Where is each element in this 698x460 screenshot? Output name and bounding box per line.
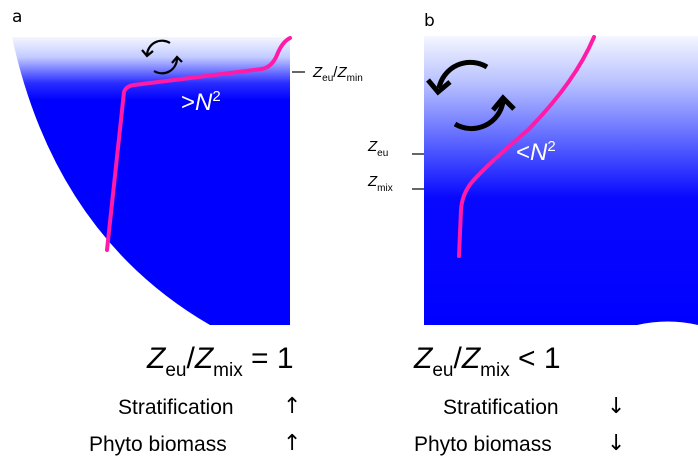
trend-phyto-biomass-b: Phyto biomass	[414, 433, 552, 456]
panel-a: a >N2 Zeu/Zmin Zeu/Zmix = 1 Stratificati…	[12, 7, 363, 456]
water-column-b	[424, 36, 698, 325]
down-arrow-icon: ↓	[607, 394, 625, 419]
n2-low-label: <N2	[516, 138, 556, 166]
n2-high-label: >N2	[181, 88, 221, 116]
mixing-cycle-icon	[426, 59, 516, 132]
panel-b-label: b	[424, 11, 435, 31]
ratio-equation-a: Zeu/Zmix = 1	[146, 342, 294, 381]
panel-a-label: a	[12, 7, 22, 27]
depth-ratio-label-a: Zeu/Zmin	[312, 64, 363, 84]
panel-b: b <N2 Zeu Zmix Zeu/Zmix < 1 Stratificati…	[367, 11, 698, 456]
water-column-a	[12, 37, 290, 325]
trend-stratification-b: Stratification	[443, 396, 559, 419]
z-mix-label: Zmix	[367, 173, 393, 194]
down-arrow-icon: ↓	[607, 431, 625, 456]
mixing-cycle-icon	[141, 39, 183, 75]
up-arrow-icon: ↑	[283, 431, 301, 456]
up-arrow-icon: ↑	[283, 394, 301, 419]
ratio-equation-b: Zeu/Zmix < 1	[413, 342, 561, 381]
trend-phyto-biomass-a: Phyto biomass	[89, 433, 227, 456]
density-profile-b	[457, 35, 596, 258]
density-profile-a	[105, 36, 292, 252]
z-eu-label: Zeu	[367, 138, 388, 159]
trend-stratification-a: Stratification	[118, 396, 234, 419]
